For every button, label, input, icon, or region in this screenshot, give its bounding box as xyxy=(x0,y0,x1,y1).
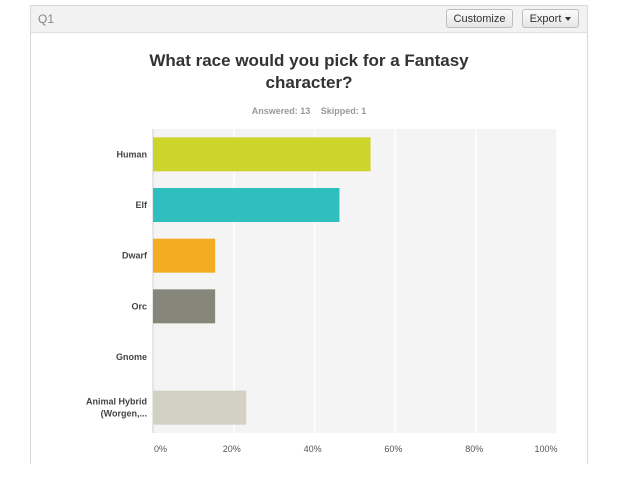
answered-count: Answered: 13 xyxy=(251,106,311,116)
plot-area xyxy=(153,129,557,433)
category-label: Orc xyxy=(131,301,147,311)
x-tick-label: 60% xyxy=(384,444,402,454)
caret-down-icon xyxy=(565,17,572,22)
category-label: Animal Hybrid (Worgen,... xyxy=(86,397,147,419)
category-label: Dwarf xyxy=(122,251,148,261)
category-label: Elf xyxy=(135,200,148,210)
question-header: Q1 Customize Export xyxy=(31,6,587,33)
skipped-count: Skipped: 1 xyxy=(320,106,367,116)
x-tick-label: 20% xyxy=(223,444,241,454)
bar xyxy=(153,390,247,425)
category-label: Human xyxy=(116,149,147,159)
question-title: What race would you pick for a Fantasy c… xyxy=(149,51,469,92)
x-tick-label: 0% xyxy=(154,444,167,454)
bar xyxy=(153,188,340,222)
bar xyxy=(153,238,216,273)
bar xyxy=(153,289,216,324)
export-label: Export xyxy=(529,13,562,25)
x-tick-label: 100% xyxy=(534,444,557,454)
customize-button[interactable]: Customize xyxy=(446,9,513,28)
question-number: Q1 xyxy=(38,12,55,26)
x-tick-label: 80% xyxy=(465,444,483,454)
bar xyxy=(153,137,371,172)
response-stats: Answered: 13 Skipped: 1 xyxy=(31,106,587,116)
x-tick-label: 40% xyxy=(304,444,322,454)
export-button[interactable]: Export xyxy=(522,9,579,28)
category-label: Gnome xyxy=(116,352,147,362)
